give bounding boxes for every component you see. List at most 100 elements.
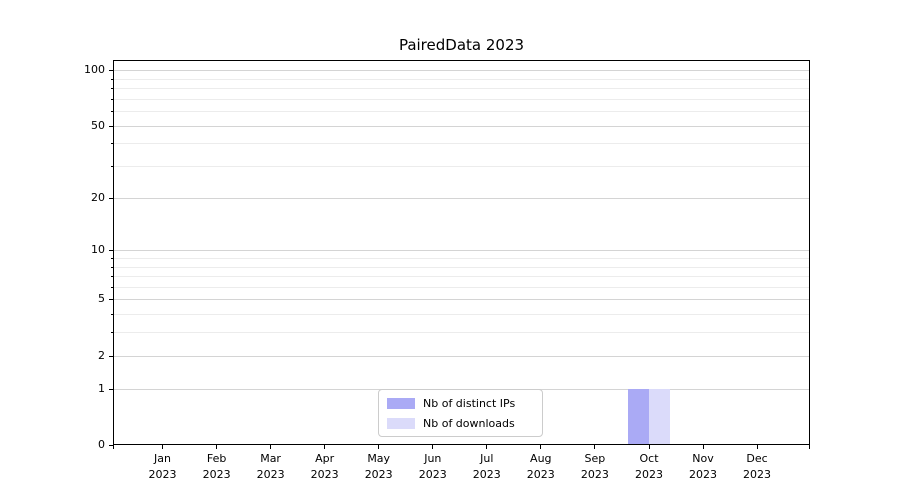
x-tick-month: Aug xyxy=(530,452,552,465)
x-tick-year: 2023 xyxy=(689,467,717,481)
y-gridline-minor xyxy=(113,276,810,277)
x-tick-year: 2023 xyxy=(256,467,285,481)
y-gridline-minor xyxy=(113,98,810,100)
y-tick-label: 5 xyxy=(98,292,105,306)
legend-swatch-distinct-ips xyxy=(387,397,415,409)
x-tick-month: Oct xyxy=(639,452,659,465)
y-gridline-major xyxy=(113,250,810,252)
y-gridline-major xyxy=(113,70,810,71)
x-tick-month: Feb xyxy=(206,452,227,465)
y-gridline-minor xyxy=(113,266,810,268)
y-tick-mark xyxy=(108,197,113,199)
x-tick-label: Nov 2023 xyxy=(676,451,730,482)
x-tick-month: Jul xyxy=(480,452,494,465)
bar-downloads xyxy=(649,388,671,445)
x-tick-mark xyxy=(270,445,272,449)
x-edge-tick-mark xyxy=(113,445,114,449)
legend-item-distinct-ips: Nb of distinct IPs xyxy=(387,395,534,412)
y-gridline-minor xyxy=(113,78,810,80)
y-minor-tick-mark xyxy=(110,111,113,112)
y-gridline-minor xyxy=(113,166,810,167)
y-gridline-minor xyxy=(113,314,810,316)
y-gridline-major xyxy=(113,197,810,199)
y-tick-label: 20 xyxy=(91,190,105,204)
y-gridline-minor xyxy=(113,257,810,259)
y-gridline-minor xyxy=(113,143,810,145)
legend-label-distinct-ips: Nb of distinct IPs xyxy=(423,396,516,410)
y-tick-label: 10 xyxy=(91,243,105,257)
y-gridline-major xyxy=(113,125,810,127)
y-minor-tick-mark xyxy=(110,143,113,145)
x-tick-mark xyxy=(594,445,596,449)
x-tick-year: 2023 xyxy=(580,467,609,481)
x-tick-year: 2023 xyxy=(418,467,447,481)
x-tick-month: Jan xyxy=(154,452,171,465)
x-tick-year: 2023 xyxy=(472,467,501,481)
x-tick-label: Feb 2023 xyxy=(190,451,244,482)
y-minor-tick-mark xyxy=(110,98,113,100)
x-tick-year: 2023 xyxy=(202,467,231,481)
x-tick-month: Jun xyxy=(424,452,442,465)
x-tick-mark xyxy=(540,445,542,449)
x-tick-year: 2023 xyxy=(743,467,771,481)
x-tick-label: Jan 2023 xyxy=(136,451,190,482)
y-minor-tick-mark xyxy=(110,276,113,277)
x-tick-label: Dec 2023 xyxy=(730,451,784,482)
y-tick-mark xyxy=(108,70,113,71)
x-tick-month: Nov xyxy=(692,452,714,465)
y-minor-tick-mark xyxy=(110,266,113,268)
plot-area xyxy=(113,60,810,445)
x-tick-label: May 2023 xyxy=(352,451,406,482)
x-tick-month: Apr xyxy=(315,452,335,465)
y-tick-label: 2 xyxy=(98,348,105,362)
x-tick-month: Mar xyxy=(260,452,281,465)
x-tick-mark xyxy=(648,445,650,449)
y-gridline-minor xyxy=(113,286,810,288)
x-tick-year: 2023 xyxy=(635,467,663,481)
x-tick-month: May xyxy=(367,452,391,465)
y-minor-tick-mark xyxy=(110,166,113,167)
y-tick-mark xyxy=(108,125,113,127)
x-tick-mark xyxy=(162,445,163,449)
y-tick-mark xyxy=(108,250,113,252)
x-tick-label: Aug 2023 xyxy=(514,451,568,482)
legend-label-downloads: Nb of downloads xyxy=(423,416,515,430)
x-tick-mark xyxy=(432,445,434,449)
x-tick-mark xyxy=(702,445,704,449)
y-gridline-minor xyxy=(113,87,810,89)
x-tick-label: Mar 2023 xyxy=(244,451,298,482)
y-minor-tick-mark xyxy=(110,78,113,80)
y-tick-label: 1 xyxy=(98,381,105,395)
x-tick-mark xyxy=(378,445,380,449)
x-tick-year: 2023 xyxy=(526,467,555,481)
y-tick-mark xyxy=(108,388,113,390)
x-tick-mark xyxy=(486,445,488,449)
y-tick-label: 100 xyxy=(84,63,105,76)
y-tick-mark xyxy=(108,299,113,301)
x-tick-label: Sep 2023 xyxy=(568,451,622,482)
x-tick-label: Oct 2023 xyxy=(622,451,676,482)
x-tick-label: Jun 2023 xyxy=(406,451,460,482)
y-tick-mark xyxy=(108,355,113,357)
x-edge-tick-mark xyxy=(809,445,810,449)
x-tick-mark xyxy=(324,445,326,449)
x-tick-month: Sep xyxy=(584,452,606,465)
y-gridline-major xyxy=(113,299,810,301)
x-tick-mark xyxy=(216,445,218,449)
y-tick-label: 50 xyxy=(91,118,105,132)
legend-item-downloads: Nb of downloads xyxy=(387,415,534,432)
legend: Nb of distinct IPs Nb of downloads xyxy=(378,389,543,437)
y-gridline-minor xyxy=(113,332,810,334)
y-gridline-major xyxy=(113,355,810,357)
legend-swatch-downloads xyxy=(387,417,415,429)
y-minor-tick-mark xyxy=(110,332,113,334)
y-minor-tick-mark xyxy=(110,257,113,259)
x-tick-year: 2023 xyxy=(310,467,339,481)
y-minor-tick-mark xyxy=(110,87,113,89)
bar-distinct-ips xyxy=(627,388,649,445)
x-tick-label: Jul 2023 xyxy=(460,451,514,482)
y-minor-tick-mark xyxy=(110,314,113,316)
chart-title: PairedData 2023 xyxy=(398,36,525,54)
x-tick-year: 2023 xyxy=(148,467,177,481)
